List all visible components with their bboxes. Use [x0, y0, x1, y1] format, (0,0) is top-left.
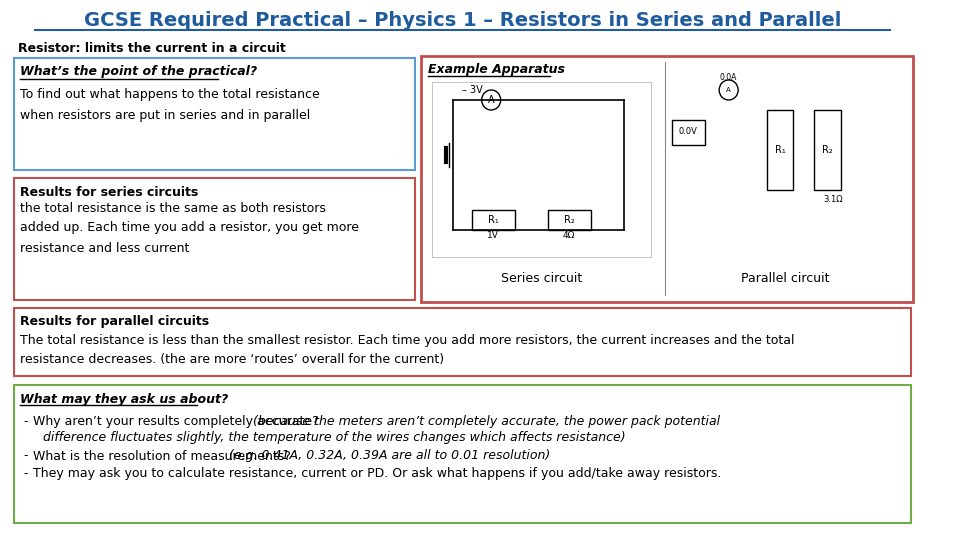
Text: Results for parallel circuits: Results for parallel circuits [20, 314, 209, 327]
Text: R₁: R₁ [775, 145, 785, 155]
Text: – 3V: – 3V [462, 85, 483, 95]
Text: Resistor: limits the current in a circuit: Resistor: limits the current in a circui… [18, 42, 286, 55]
FancyBboxPatch shape [14, 385, 911, 523]
FancyBboxPatch shape [14, 308, 911, 376]
Text: A: A [488, 95, 494, 105]
FancyBboxPatch shape [14, 58, 415, 170]
Text: the total resistance is the same as both resistors
added up. Each time you add a: the total resistance is the same as both… [20, 201, 359, 254]
Text: The total resistance is less than the smallest resistor. Each time you add more : The total resistance is less than the sm… [20, 334, 795, 366]
Text: GCSE Required Practical – Physics 1 – Resistors in Series and Parallel: GCSE Required Practical – Physics 1 – Re… [84, 10, 841, 30]
Text: 0.0V: 0.0V [679, 127, 697, 137]
Bar [672, 120, 705, 145]
Text: 1V: 1V [487, 231, 499, 240]
Text: 3.1Ω: 3.1Ω [824, 195, 843, 205]
Text: difference fluctuates slightly, the temperature of the wires changes which affec: difference fluctuates slightly, the temp… [43, 431, 625, 444]
Text: Series circuit: Series circuit [501, 272, 582, 285]
Text: R₂: R₂ [564, 215, 574, 225]
Bar [767, 110, 793, 190]
Text: They may ask you to calculate resistance, current or PD. Or ask what happens if : They may ask you to calculate resistance… [34, 468, 722, 481]
Text: (e.g. 0.41A, 0.32A, 0.39A are all to 0.01 resolution): (e.g. 0.41A, 0.32A, 0.39A are all to 0.0… [229, 449, 550, 462]
Text: (because the meters aren’t completely accurate, the power pack potential: (because the meters aren’t completely ac… [253, 415, 721, 429]
Text: Why aren’t your results completely accurate?: Why aren’t your results completely accur… [34, 415, 323, 429]
Bar [548, 210, 591, 230]
Text: R₂: R₂ [822, 145, 833, 155]
Text: What’s the point of the practical?: What’s the point of the practical? [20, 65, 257, 78]
Text: Example Apparatus: Example Apparatus [428, 64, 565, 77]
Text: Parallel circuit: Parallel circuit [741, 272, 829, 285]
Bar [814, 110, 841, 190]
Text: 0.0A: 0.0A [720, 73, 737, 83]
Text: -: - [24, 415, 28, 429]
Bar [472, 210, 515, 230]
Text: What is the resolution of measurements?: What is the resolution of measurements? [34, 449, 295, 462]
Text: To find out what happens to the total resistance
when resistors are put in serie: To find out what happens to the total re… [20, 88, 320, 122]
Circle shape [482, 90, 501, 110]
Bar [432, 82, 651, 257]
Text: A: A [727, 87, 731, 93]
Text: 4Ω: 4Ω [563, 231, 575, 240]
Text: What may they ask us about?: What may they ask us about? [20, 393, 228, 406]
Text: R₁: R₁ [488, 215, 498, 225]
Text: -: - [24, 468, 28, 481]
FancyBboxPatch shape [420, 56, 913, 302]
Text: -: - [24, 449, 28, 462]
Circle shape [719, 80, 738, 100]
FancyBboxPatch shape [14, 178, 415, 300]
Text: Results for series circuits: Results for series circuits [20, 186, 198, 199]
